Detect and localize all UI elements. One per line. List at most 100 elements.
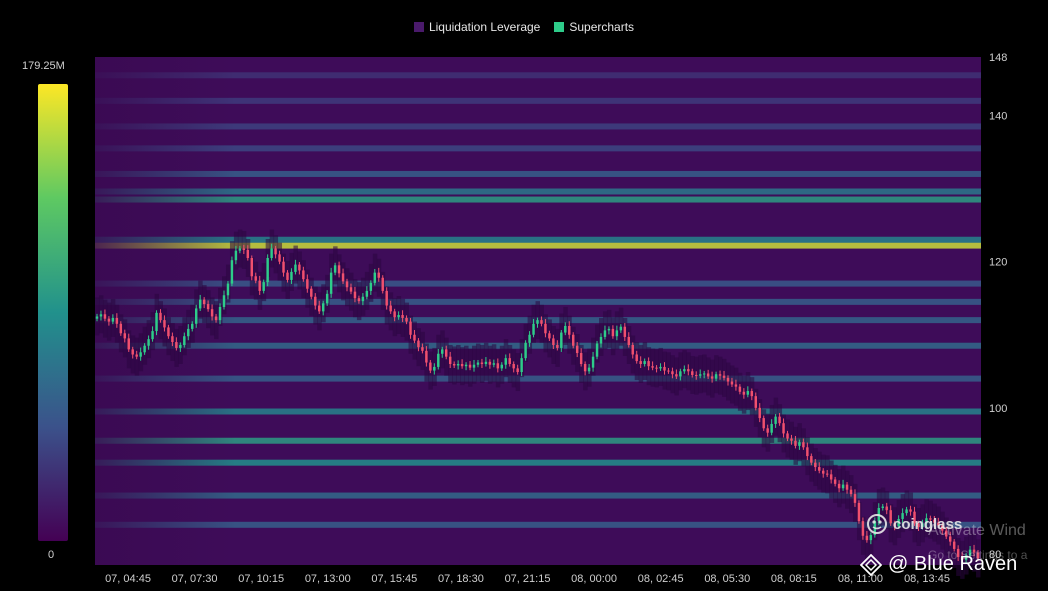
candle-56 (318, 300, 321, 314)
candle-115 (552, 334, 555, 350)
legend-item-liquidation-leverage[interactable]: Liquidation Leverage (413, 20, 540, 34)
candle-85 (433, 363, 436, 375)
candle-217 (956, 545, 960, 561)
heatmap-band-8 (95, 72, 981, 79)
candle-147 (679, 368, 682, 381)
candle-177 (798, 439, 801, 450)
candle-207 (917, 520, 920, 532)
candle-175 (790, 434, 793, 445)
candle-190 (849, 486, 853, 497)
candle-222 (976, 550, 980, 561)
candle-185 (829, 469, 833, 484)
candle-98 (484, 357, 488, 367)
heatmap-band-7 (95, 97, 981, 104)
candle-122 (579, 348, 583, 367)
candle-104 (508, 353, 511, 367)
candle-23 (187, 324, 190, 341)
candle-159 (726, 375, 730, 386)
candle-133 (623, 323, 627, 341)
candle-195 (869, 532, 873, 545)
candle-93 (464, 362, 468, 371)
candle-0 (95, 313, 99, 322)
candle-86 (437, 349, 440, 370)
candle-83 (425, 346, 428, 367)
candle-202 (897, 515, 900, 529)
candle-163 (742, 388, 746, 399)
candle-62 (341, 268, 345, 284)
x-tick-label-2: 07, 10:15 (238, 573, 284, 585)
candle-146 (675, 369, 678, 379)
candle-100 (492, 359, 496, 368)
candle-209 (925, 513, 928, 528)
candle-219 (964, 552, 968, 564)
candle-35 (234, 245, 238, 265)
candle-34 (230, 256, 234, 287)
candle-107 (520, 353, 523, 377)
candle-24 (191, 321, 194, 332)
candle-61 (337, 261, 341, 278)
candle-129 (607, 326, 611, 335)
colorbar[interactable] (38, 84, 68, 541)
candle-91 (456, 360, 460, 370)
candle-153 (702, 370, 706, 379)
candle-126 (595, 340, 599, 360)
candle-41 (258, 275, 261, 295)
binance-diamond-icon (860, 553, 882, 576)
candle-38 (246, 245, 250, 261)
candle-214 (945, 526, 948, 540)
candle-179 (806, 442, 809, 461)
x-tick-label-9: 08, 05:30 (704, 573, 750, 585)
candle-67 (361, 293, 365, 306)
candle-204 (905, 506, 908, 516)
candle-181 (814, 459, 817, 472)
candle-140 (651, 361, 654, 371)
candle-18 (167, 324, 170, 339)
candle-63 (345, 278, 349, 292)
candle-106 (516, 364, 519, 375)
candle-141 (655, 365, 658, 373)
candle-77 (401, 310, 404, 322)
candle-102 (500, 362, 504, 371)
candle-66 (357, 295, 361, 304)
legend-item-supercharts[interactable]: Supercharts (554, 20, 634, 34)
x-tick-label-1: 07, 07:30 (172, 573, 218, 585)
heatmap-band-2 (95, 196, 981, 203)
candle-124 (587, 363, 591, 374)
y-axis: 80 100 120 140 148 (989, 52, 1007, 561)
candle-176 (794, 435, 797, 449)
candle-9 (131, 346, 134, 359)
candle-82 (421, 343, 424, 354)
candle-7 (123, 329, 127, 343)
candle-212 (937, 517, 940, 529)
candle-74 (389, 300, 392, 314)
author-overlay-text: @ Blue Raven (888, 553, 1018, 575)
heatmap-band-12 (95, 342, 981, 349)
candle-29 (210, 304, 214, 321)
candle-166 (754, 392, 757, 411)
candle-189 (845, 482, 849, 494)
candle-43 (266, 254, 269, 287)
coinglass-logo-text: coinglass (893, 515, 963, 533)
candle-220 (968, 545, 972, 559)
candle-2 (103, 309, 107, 322)
x-tick-label-11: 08, 11:00 (838, 573, 883, 585)
candle-92 (460, 359, 464, 369)
candle-215 (948, 531, 952, 546)
candle-14 (151, 326, 154, 342)
candle-206 (913, 506, 916, 526)
candle-1 (99, 310, 103, 321)
candle-170 (770, 419, 773, 436)
candle-36 (238, 245, 242, 254)
candle-49 (290, 268, 293, 284)
candle-13 (147, 335, 150, 350)
candle-199 (885, 502, 888, 515)
candle-50 (294, 259, 297, 275)
candle-39 (250, 255, 254, 281)
candle-198 (881, 503, 884, 511)
candle-121 (575, 342, 579, 358)
candle-144 (667, 368, 670, 374)
candle-211 (933, 516, 936, 527)
candle-218 (960, 552, 964, 563)
candle-53 (306, 274, 309, 293)
